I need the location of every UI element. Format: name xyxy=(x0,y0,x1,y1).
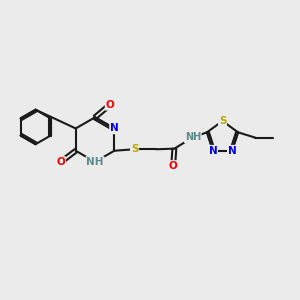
Text: O: O xyxy=(106,100,114,110)
Text: N: N xyxy=(228,146,236,156)
Text: O: O xyxy=(56,157,65,167)
Text: S: S xyxy=(131,144,138,154)
Text: S: S xyxy=(219,116,226,126)
Text: NH: NH xyxy=(185,132,201,142)
Text: O: O xyxy=(169,161,178,171)
Text: NH: NH xyxy=(86,157,104,167)
Text: N: N xyxy=(110,124,119,134)
Text: N: N xyxy=(208,146,217,156)
